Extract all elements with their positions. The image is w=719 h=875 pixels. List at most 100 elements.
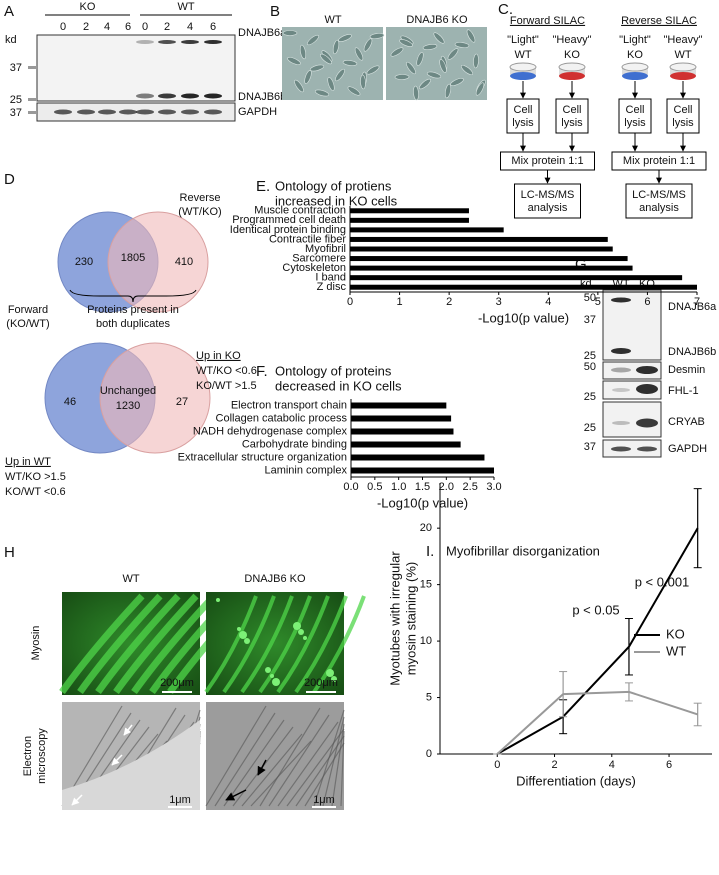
panel-letter: C. [498,1,513,18]
category-label: Muscle contraction [254,205,346,217]
cell [342,60,358,66]
category-label: NADH dehydrogenase complex [193,425,348,437]
x-tick-label: 1.5 [415,481,430,493]
cell [419,78,431,90]
label-heavy: "Heavy" [553,34,592,46]
cell [282,30,298,36]
scale-label: 200μm [160,677,194,689]
row-label: Myosin [30,626,42,661]
myotube [312,595,366,694]
box [625,183,693,219]
venn-label: Unchanged [100,385,156,397]
band-label: GAPDH [668,443,707,455]
analysis-text: LC-MS/MS [632,189,686,201]
label-light: "Light" [507,34,539,46]
column-label: WT [122,573,139,585]
x-tick-label: 2 [551,759,557,771]
band-label: DNAJB6a [668,301,717,313]
cell [287,57,301,65]
myotube [204,595,258,694]
marker-label: 37 [584,441,596,453]
x-tick-label: 4 [609,759,615,771]
myotube [77,593,163,695]
em-fiber [313,709,345,807]
aggregate [331,676,337,682]
em-fiber [259,707,321,807]
panel-letter: F. [256,363,268,380]
arrow [225,789,247,801]
bar [351,454,485,461]
lane-label: 6 [125,21,131,33]
blot-band [204,93,222,99]
blot-band [158,40,176,44]
x-tick-label: 1.0 [391,481,406,493]
scale-label: 200μm [304,677,338,689]
blot [36,34,236,102]
panel-letter: E. [256,178,270,195]
cell [394,74,410,80]
bar [350,246,613,252]
chart-title: decreased in KO cells [275,378,402,393]
lane-label: 2 [83,21,89,33]
em-fiber [277,721,339,807]
blot-band [204,109,222,115]
cell [299,44,307,60]
category-label: Carbohydrate binding [242,438,347,450]
bar [350,236,608,242]
x-tick-label: 0.5 [367,481,382,493]
cell [439,59,447,73]
cell [416,52,424,66]
myotube [113,593,199,695]
y-tick-label: 10 [420,635,432,647]
em-image [206,702,344,810]
y-axis-label: myosin staining (%) [403,562,418,675]
annotation: p < 0.001 [635,574,690,589]
dish-rim [669,62,697,72]
venn-count: 1230 [116,400,140,412]
category-label: Laminin complex [264,464,347,476]
cell [360,74,366,90]
myotube [95,593,181,695]
legend-label: WT [666,643,686,658]
x-tick-label: 5 [595,296,601,308]
aggregate [237,627,241,631]
myotube [131,593,217,695]
blot-band [612,421,630,425]
ratio-text: WT/KO >1.5 [5,471,66,483]
sample-heavy: WT [674,49,691,61]
myotube [258,595,312,694]
em-fiber [304,742,345,807]
aggregate [239,631,247,639]
lane-label: 2 [164,21,170,33]
em-lumen [62,720,200,810]
label-light: "Light" [619,34,651,46]
x-tick-label: 6 [644,296,650,308]
aggregate [244,638,250,644]
bar [351,415,452,422]
panel-letter: H [4,544,15,561]
blot-band [98,109,116,115]
dish-rim [509,62,537,72]
category-label: Myofibril [305,243,346,255]
band-label: Desmin [668,364,705,376]
marker-label: 25 [584,350,596,362]
blot-band [637,446,657,452]
lane-label: 0 [60,21,66,33]
panel-letter: A [4,3,14,20]
dish-rim [558,62,586,72]
cell [390,47,404,57]
myotube [59,593,145,695]
em-fiber [295,735,345,807]
cell [473,53,479,69]
dish-media [559,72,585,80]
x-tick-label: 2.5 [463,481,478,493]
blot-band [204,40,222,44]
ratio-text: Up in WT [5,456,51,468]
myotube [276,595,330,694]
cell [335,68,345,82]
mix-text: Mix protein 1:1 [511,155,583,167]
cell [307,34,319,46]
myotube [294,595,348,694]
lane-label: 0 [142,21,148,33]
